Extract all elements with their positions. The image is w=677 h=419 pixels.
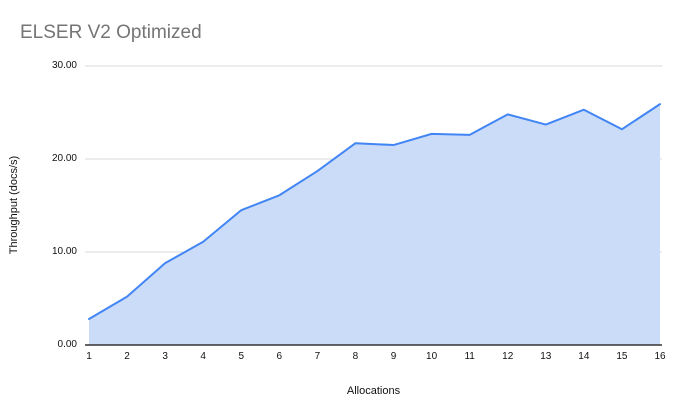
area-series-fill bbox=[89, 104, 660, 345]
x-tick-label-3: 3 bbox=[162, 351, 168, 362]
x-tick-label-10: 10 bbox=[426, 351, 438, 362]
line-series bbox=[88, 103, 661, 320]
x-tick-label-4: 4 bbox=[200, 351, 206, 362]
y-tick-label-20.00: 20.00 bbox=[51, 153, 77, 164]
y-tick-label-0.00: 0.00 bbox=[57, 339, 77, 350]
x-tick-label-6: 6 bbox=[276, 351, 283, 362]
x-tick-label-2: 2 bbox=[124, 351, 130, 362]
x-axis-title: Allocations bbox=[346, 385, 401, 397]
x-tick-label-9: 9 bbox=[390, 351, 397, 362]
x-tick-label-12: 12 bbox=[502, 351, 514, 362]
x-tick-label-16: 16 bbox=[654, 351, 666, 362]
x-tick-label-1: 1 bbox=[86, 351, 92, 362]
x-tick-label-8: 8 bbox=[352, 351, 359, 362]
x-tick-label-13: 13 bbox=[540, 351, 552, 362]
x-tick-label-11: 11 bbox=[464, 351, 475, 362]
y-tick-label-30.00: 30.00 bbox=[51, 60, 77, 71]
x-tick-label-14: 14 bbox=[578, 351, 590, 362]
x-tick-label-15: 15 bbox=[616, 351, 628, 362]
x-tick-label-5: 5 bbox=[238, 351, 245, 362]
chart-title: ELSER V2 Optimized bbox=[20, 22, 202, 43]
y-tick-label-10.00: 10.00 bbox=[51, 246, 77, 257]
x-tick-label-7: 7 bbox=[314, 351, 321, 362]
